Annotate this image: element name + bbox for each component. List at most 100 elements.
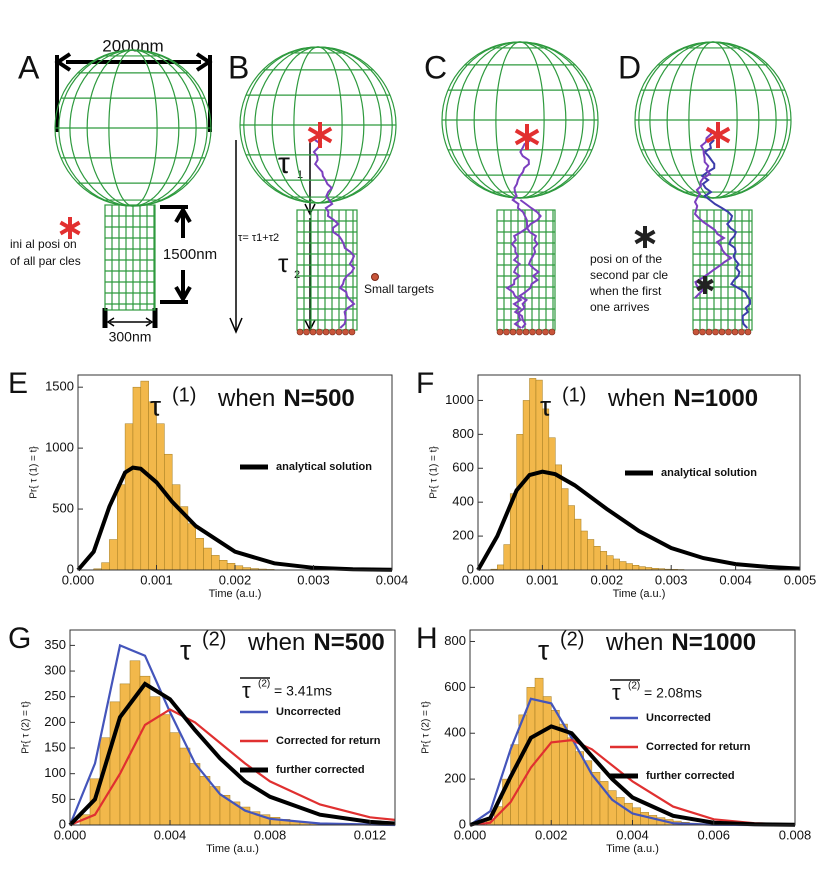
mean-value: = 2.08ms	[644, 685, 702, 701]
star	[696, 278, 714, 292]
curve	[68, 643, 396, 827]
second-label: second par cle	[590, 268, 668, 282]
star	[307, 126, 333, 144]
target	[509, 328, 517, 336]
bar	[624, 802, 633, 826]
y-tick-label: 400	[452, 494, 474, 509]
bar	[199, 776, 211, 826]
y-tick-label: 100	[44, 765, 66, 780]
legend-label: further corrected	[276, 764, 365, 776]
curve	[469, 738, 796, 827]
target	[371, 273, 379, 281]
bar	[203, 547, 212, 571]
y-tick-label: 350	[44, 637, 66, 652]
title-superscript: (1)	[172, 384, 196, 406]
x-tick-label: 0.003	[297, 572, 330, 587]
panel-letter: A	[18, 49, 40, 85]
y-tick-label: 400	[444, 725, 466, 740]
bar	[574, 518, 582, 571]
curve	[76, 465, 393, 572]
x-tick-label: 0.000	[462, 572, 495, 587]
bar	[593, 546, 601, 571]
target	[731, 328, 739, 336]
bar	[132, 386, 142, 571]
target	[303, 328, 310, 336]
y-tick-label: 0	[67, 561, 74, 576]
panel-letter: B	[228, 49, 249, 85]
y-tick-label: 50	[52, 791, 66, 806]
bar	[171, 484, 181, 571]
chart-title: when N=1000	[605, 629, 756, 656]
bar	[575, 751, 584, 826]
second-label: one arrives	[590, 300, 649, 314]
bar	[101, 562, 110, 571]
cylinder	[104, 204, 156, 311]
target	[725, 328, 732, 336]
bar	[587, 539, 595, 571]
mean-value: = 3.41ms	[274, 683, 332, 699]
bar	[159, 714, 171, 826]
target	[296, 328, 304, 336]
target	[718, 328, 726, 336]
bar	[226, 563, 236, 571]
bar	[542, 696, 552, 826]
random-walk	[312, 139, 356, 329]
title-text: when	[247, 629, 305, 656]
bar	[616, 797, 625, 826]
bar	[542, 408, 550, 571]
meridian	[293, 46, 343, 204]
target	[503, 328, 510, 336]
star	[514, 128, 540, 146]
bar	[211, 555, 220, 571]
title-symbol: τ	[538, 634, 549, 665]
title-symbol: τ	[540, 390, 551, 421]
bar	[567, 505, 575, 571]
chart-title: when N=500	[217, 385, 355, 412]
panel-letter: H	[416, 622, 438, 655]
bar	[497, 564, 505, 571]
mean-symbol: τ	[612, 680, 621, 705]
mean-superscript: (2)	[258, 679, 270, 690]
chart-title: when N=500	[247, 629, 385, 656]
width-label: 2000nm	[102, 36, 163, 55]
bar	[156, 423, 165, 571]
x-tick-label: 0.000	[454, 827, 487, 842]
tau2: τ	[278, 248, 289, 278]
bar	[567, 737, 576, 826]
bar	[632, 807, 641, 826]
panel-letter: F	[416, 367, 434, 400]
target	[738, 328, 745, 336]
bar	[124, 423, 134, 571]
legend-label: further corrected	[646, 770, 735, 782]
bar	[179, 747, 191, 826]
chart: H Uncorrected Corrected for return further …	[416, 622, 811, 855]
target	[692, 328, 700, 336]
x-tick-label: 0.004	[719, 572, 752, 587]
title-bold: N=500	[313, 629, 384, 656]
mean-symbol: τ	[242, 678, 251, 703]
x-tick-label: 0.006	[697, 827, 730, 842]
title-bold: N=1000	[671, 629, 756, 656]
title-text: when	[607, 385, 665, 412]
curve	[69, 708, 396, 827]
random-walk	[700, 139, 751, 329]
bar	[195, 538, 204, 571]
bar	[187, 523, 196, 571]
plot-frame	[69, 629, 396, 826]
title-text: when	[605, 629, 663, 656]
target	[522, 328, 530, 336]
neck-label: 300nm	[109, 329, 152, 345]
cylinder	[296, 209, 358, 331]
star	[59, 220, 81, 236]
bar	[606, 555, 614, 571]
target	[744, 328, 752, 336]
height-label: 1500nm	[163, 246, 217, 263]
y-axis-label: Pr{ τ (1) = t}	[29, 446, 40, 499]
x-tick-label: 0.000	[62, 572, 95, 587]
y-axis-label: Pr{ τ (2) = t}	[21, 701, 32, 754]
chart-title: when N=1000	[607, 385, 758, 412]
x-tick-label: 0.004	[376, 572, 409, 587]
second-label: when the first	[589, 284, 662, 298]
